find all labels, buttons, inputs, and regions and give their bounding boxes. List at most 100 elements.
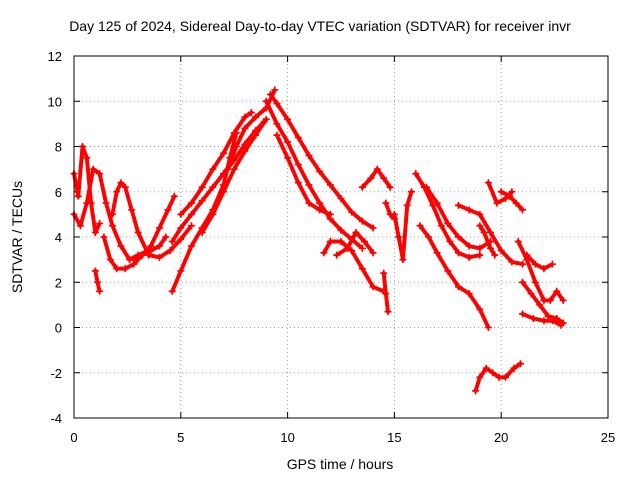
series-arc-11 [224, 86, 279, 173]
x-tick-label: 5 [177, 430, 184, 445]
data-trace [274, 101, 290, 122]
data-trace [360, 266, 376, 289]
series-arc-27 [497, 188, 527, 214]
data-trace [78, 201, 89, 228]
data-trace [349, 248, 365, 271]
series-arc-6 [130, 192, 178, 264]
data-trace [264, 99, 279, 126]
x-tick-label: 0 [70, 430, 77, 445]
data-point [484, 324, 492, 331]
series-arc-18 [380, 269, 392, 316]
data-trace [435, 201, 450, 226]
data-trace [296, 162, 311, 187]
data-trace [285, 117, 301, 140]
data-trace [400, 203, 410, 262]
series-arc-5 [108, 179, 195, 261]
data-point [96, 287, 104, 295]
y-tick-label: 12 [48, 49, 62, 64]
series-arc-31 [523, 251, 556, 273]
data-trace [253, 106, 269, 120]
data-trace [210, 182, 226, 212]
data-trace [157, 207, 170, 230]
series-arc-23 [422, 183, 495, 252]
series-arc-28 [514, 238, 567, 304]
series-arc-20 [390, 188, 415, 264]
data-trace [334, 246, 350, 258]
data-trace [227, 130, 239, 160]
data-trace [321, 239, 333, 255]
data-trace [178, 244, 194, 273]
data-trace [537, 302, 551, 319]
data-trace [477, 307, 491, 330]
y-tick-label: 2 [55, 275, 62, 290]
data-trace [84, 155, 94, 206]
y-tick-label: 6 [55, 185, 62, 200]
data-trace [148, 225, 162, 249]
series-arc-16 [333, 228, 377, 259]
series-arc-3 [91, 267, 104, 295]
data-trace [221, 167, 237, 194]
data-trace [529, 291, 542, 307]
x-tick-label: 25 [601, 430, 615, 445]
data-trace [456, 235, 472, 249]
data-trace [168, 237, 183, 253]
data-trace [339, 196, 354, 215]
data-trace [349, 210, 365, 224]
data-trace [306, 153, 322, 174]
data-trace [170, 268, 183, 294]
y-tick-label: -4 [50, 411, 62, 426]
data-trace [189, 225, 205, 249]
series-arc-12 [267, 90, 377, 232]
series-arc-10 [198, 115, 270, 236]
data-trace [189, 185, 205, 206]
data-trace [242, 115, 258, 131]
data-point [170, 192, 178, 200]
data-trace [221, 130, 237, 156]
data-trace [157, 235, 168, 249]
data-point [247, 109, 255, 117]
data-point [386, 183, 394, 191]
data-trace [242, 133, 258, 154]
data-trace [445, 221, 461, 239]
data-trace [76, 144, 85, 199]
data-point [358, 244, 366, 252]
y-axis-ticks: -4 -2 0 2 4 6 8 10 12 [48, 49, 608, 426]
data-trace [328, 216, 343, 233]
data-trace [242, 128, 258, 147]
data-trace [482, 230, 493, 251]
y-axis-label: SDTVAR / TECUs [9, 180, 25, 294]
y-tick-label: -2 [50, 366, 62, 381]
data-trace [225, 144, 239, 172]
data-trace [84, 167, 96, 206]
data-trace [317, 169, 333, 187]
data-trace [296, 135, 311, 158]
data-trace [426, 235, 440, 255]
data-trace [456, 284, 472, 296]
data-trace [467, 291, 482, 312]
data-trace [210, 189, 226, 217]
series-arc-14 [273, 131, 334, 218]
data-trace [328, 182, 343, 201]
data-trace [89, 201, 98, 235]
data-trace [445, 268, 461, 289]
data-trace [520, 280, 534, 296]
data-trace [189, 198, 205, 217]
data-point [326, 210, 334, 218]
data-trace [360, 176, 373, 190]
data-trace [178, 201, 194, 217]
data-point [262, 115, 270, 123]
data-trace [210, 151, 226, 172]
data-trace [285, 155, 301, 185]
data-trace [503, 366, 517, 380]
data-trace [435, 250, 450, 273]
series-arc-30 [519, 310, 565, 329]
data-trace [97, 171, 109, 206]
data-trace [486, 180, 499, 206]
data-trace [418, 223, 431, 239]
data-trace [118, 244, 132, 262]
data-trace [232, 149, 247, 172]
data-point [271, 86, 279, 94]
data-point [548, 260, 556, 268]
series-arc-25 [476, 222, 499, 259]
data-trace [339, 228, 354, 242]
